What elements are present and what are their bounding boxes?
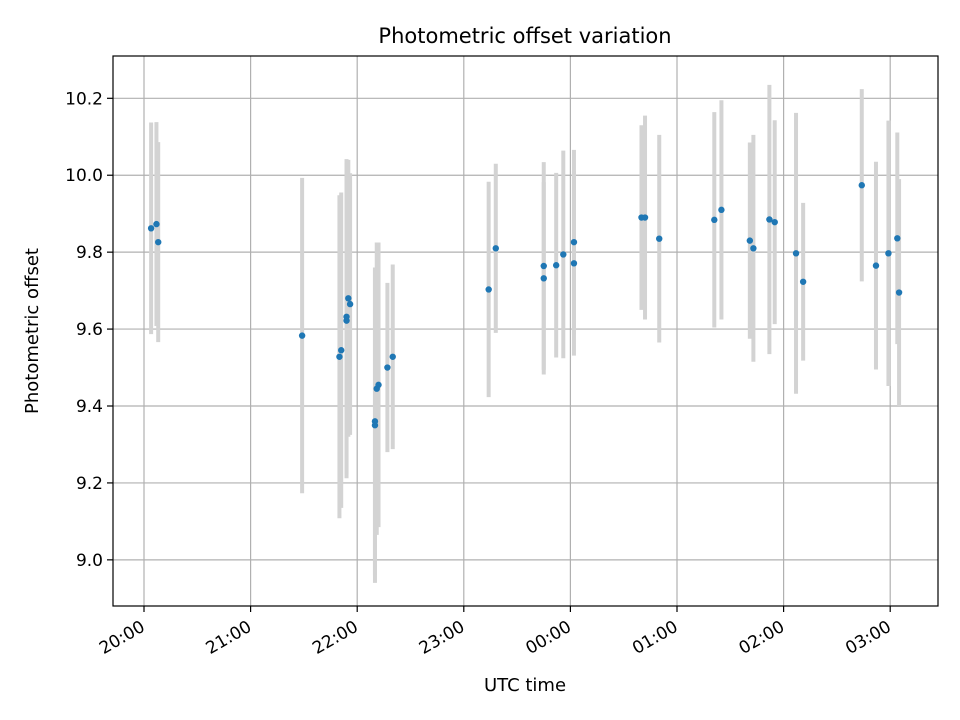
- y-tick-label: 9.8: [76, 243, 103, 263]
- x-axis-label: UTC time: [484, 675, 566, 696]
- data-point: [343, 313, 350, 320]
- data-point: [750, 245, 757, 252]
- data-point: [858, 182, 865, 189]
- y-tick-label: 9.0: [76, 551, 103, 571]
- data-point: [885, 250, 892, 257]
- data-point: [552, 262, 560, 269]
- y-tick-label: 9.6: [76, 320, 103, 340]
- y-tick-label: 9.4: [76, 397, 103, 417]
- data-point: [345, 295, 352, 302]
- data-point: [147, 225, 155, 232]
- data-point: [746, 237, 754, 244]
- data-point: [338, 347, 345, 354]
- y-tick-label: 10.2: [65, 89, 103, 109]
- y-tick-label: 9.2: [76, 474, 103, 494]
- data-point: [656, 235, 663, 242]
- data-point: [872, 262, 880, 269]
- data-point: [389, 353, 396, 360]
- data-point: [771, 218, 778, 226]
- data-point: [155, 238, 162, 246]
- data-point: [336, 353, 343, 360]
- data-point: [570, 238, 578, 246]
- data-point: [492, 245, 499, 252]
- data-point: [718, 206, 725, 214]
- data-point: [346, 300, 354, 308]
- data-point: [894, 235, 901, 242]
- data-point: [153, 220, 160, 228]
- data-points: [147, 182, 903, 429]
- data-point: [895, 289, 903, 296]
- data-point: [384, 364, 391, 371]
- data-point: [570, 260, 578, 267]
- data-point: [540, 275, 547, 282]
- data-point: [485, 286, 492, 293]
- y-tick-label: 10.0: [65, 166, 103, 186]
- plot-frame: [112, 55, 939, 607]
- data-point: [641, 214, 649, 221]
- data-point: [711, 216, 718, 224]
- data-point: [371, 418, 379, 425]
- chart-title: Photometric offset variation: [378, 24, 671, 48]
- data-point: [375, 381, 382, 389]
- data-point: [799, 278, 807, 285]
- data-point: [560, 251, 567, 258]
- data-point: [766, 216, 773, 223]
- y-axis-label: Photometric offset: [22, 248, 43, 414]
- data-point: [792, 250, 800, 257]
- data-point: [298, 332, 306, 339]
- y-axis: 9.0 9.2 9.4 9.6 9.8 10.0 10.2: [65, 89, 113, 571]
- data-point: [540, 262, 547, 270]
